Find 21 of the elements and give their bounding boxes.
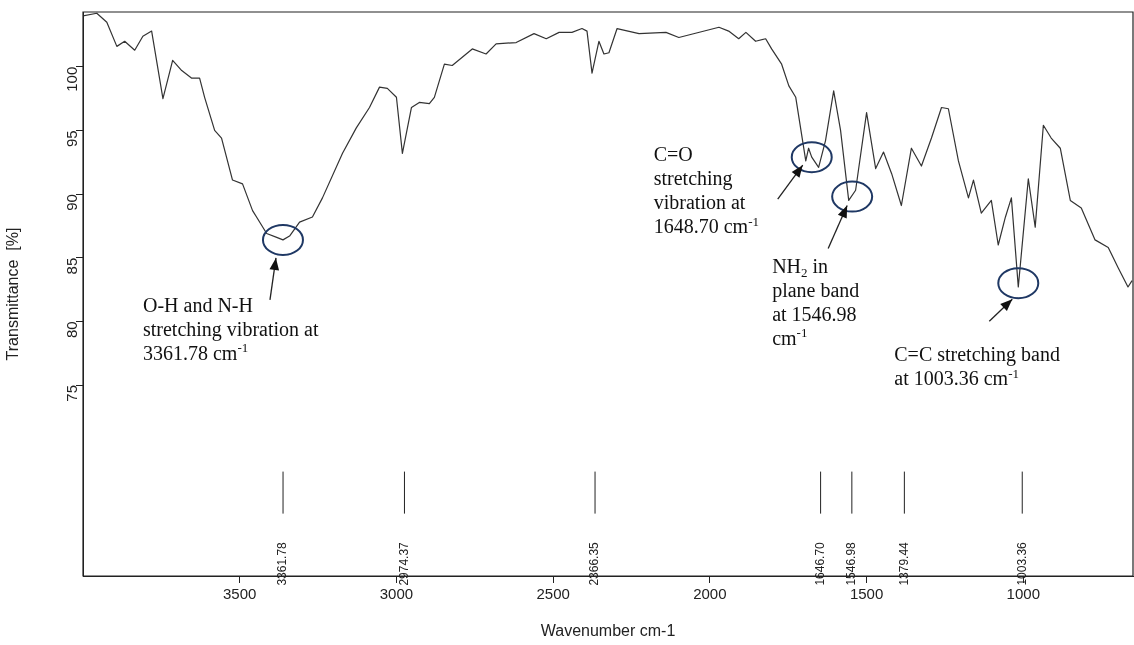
y-tick-label: 80 <box>63 321 81 339</box>
x-tick-label: 1000 <box>1006 585 1040 603</box>
y-tick-label: 75 <box>63 385 81 402</box>
x-tick-label: 2000 <box>693 585 727 603</box>
annotation: 3361.78 <box>275 541 290 586</box>
y-tick-label: 85 <box>63 257 81 275</box>
annotation: 1379.44 <box>896 541 911 586</box>
annotation: 1646.70 <box>812 541 827 586</box>
y-tick-label: 95 <box>63 130 81 148</box>
x-tick-label: 3000 <box>379 585 414 603</box>
y-axis-title: Transmittance [%] <box>4 227 22 361</box>
x-axis-title: Wavenumber cm-1 <box>540 621 676 639</box>
y-tick-label: 90 <box>63 194 81 211</box>
annotation: 1003.36 <box>1014 541 1029 586</box>
x-tick-label: 1500 <box>849 585 884 603</box>
annotation: 2974.37 <box>396 541 411 586</box>
y-tick-label: 100 <box>63 66 81 92</box>
annotation: 1546.98 <box>844 541 859 586</box>
x-tick-label: 2500 <box>536 585 570 603</box>
x-tick-label: 3500 <box>223 585 257 603</box>
annotation: 2366.35 <box>587 541 602 586</box>
